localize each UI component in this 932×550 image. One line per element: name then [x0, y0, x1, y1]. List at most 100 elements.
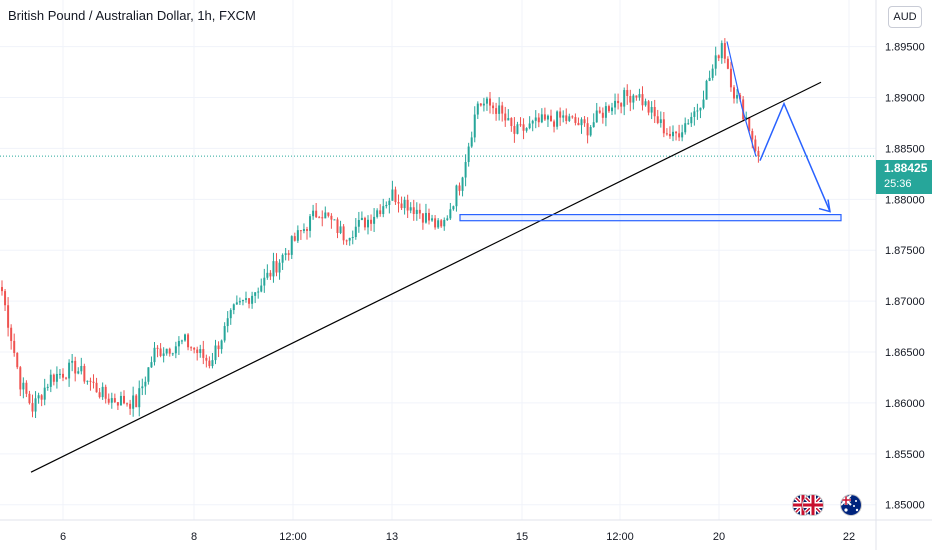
- support-zone-rect: [459, 214, 842, 222]
- candle-body: [16, 352, 19, 368]
- candle-body: [370, 219, 373, 224]
- candle-body: [400, 203, 403, 209]
- candle-body: [604, 106, 607, 118]
- candle-body: [690, 116, 693, 124]
- candle-body: [25, 382, 28, 394]
- candle-body: [717, 55, 720, 59]
- candle-body: [162, 353, 165, 356]
- candle-body: [540, 114, 543, 123]
- candle-body: [77, 371, 80, 374]
- candle-body: [559, 111, 562, 118]
- candle-body: [553, 121, 556, 127]
- candle-body: [4, 291, 7, 306]
- symbol-title[interactable]: British Pound / Australian Dollar, 1h, F…: [8, 8, 256, 23]
- candle-body: [623, 90, 626, 107]
- candle-body: [83, 365, 86, 382]
- candle-body: [55, 373, 58, 382]
- candle-body: [550, 115, 552, 122]
- candle-body: [40, 395, 43, 400]
- candle-body: [531, 120, 534, 124]
- candle-body: [382, 206, 385, 215]
- candle-body: [306, 229, 308, 231]
- candle-body: [482, 103, 485, 106]
- currency-button[interactable]: AUD: [888, 6, 922, 28]
- x-tick-label: 20: [713, 531, 725, 543]
- candle-body: [65, 377, 68, 379]
- candle-body: [138, 388, 141, 408]
- candle-body: [562, 115, 565, 118]
- candle-body: [492, 105, 495, 109]
- ascending-trendline: [30, 81, 822, 473]
- candle-body: [299, 230, 302, 232]
- candle-body: [208, 360, 211, 367]
- candle-body: [757, 150, 760, 157]
- candle-body: [391, 189, 394, 201]
- candle-body: [113, 398, 116, 403]
- candle-body: [668, 134, 671, 137]
- candle-body: [129, 403, 132, 409]
- candle-body: [519, 124, 522, 126]
- candle-body: [537, 117, 540, 123]
- candle-body: [696, 110, 699, 112]
- candle-body: [522, 124, 525, 131]
- candle-body: [394, 189, 397, 203]
- candle-body: [10, 327, 13, 341]
- candle-body: [330, 215, 333, 220]
- candle-body: [681, 132, 684, 138]
- candle-body: [373, 216, 376, 224]
- candle-body: [171, 353, 174, 355]
- australia-flag-icon[interactable]: [840, 494, 862, 516]
- last-price-value: 1.88425: [884, 161, 928, 175]
- candle-body: [543, 114, 546, 120]
- candle-body: [360, 217, 363, 221]
- candle-body: [714, 55, 717, 69]
- candle-body: [168, 348, 171, 354]
- projection-lead-in: [726, 41, 757, 157]
- y-tick-label: 1.89000: [885, 93, 925, 105]
- candle-body: [601, 112, 604, 118]
- candle-body: [190, 347, 193, 349]
- candle-body: [309, 216, 312, 231]
- candle-body: [635, 95, 638, 98]
- y-tick-label: 1.87500: [885, 245, 925, 257]
- candle-body: [574, 117, 577, 123]
- candle-body: [98, 392, 101, 398]
- x-tick-label: 15: [516, 531, 528, 543]
- candle-body: [235, 302, 238, 305]
- x-tick-label: 6: [60, 531, 66, 543]
- candle-body: [440, 220, 443, 227]
- candle-body: [751, 131, 754, 140]
- x-tick-label: 22: [843, 531, 855, 543]
- candle-body: [68, 362, 71, 379]
- candle-body: [431, 218, 434, 221]
- candle-body: [678, 133, 681, 138]
- candle-body: [461, 177, 464, 191]
- candle-body: [659, 119, 662, 123]
- candle-body: [476, 103, 479, 115]
- candle-body: [705, 80, 708, 100]
- candle-body: [342, 226, 345, 241]
- candle-body: [510, 118, 513, 127]
- candle-body: [726, 58, 729, 69]
- uk-flag-icon[interactable]: [802, 494, 824, 516]
- candle-body: [424, 212, 427, 223]
- candle-body: [446, 218, 449, 220]
- candle-body: [193, 347, 196, 350]
- candle-body: [89, 380, 92, 382]
- candle-body: [473, 114, 476, 138]
- candle-body: [437, 220, 440, 228]
- candle-body: [226, 318, 229, 327]
- candle-body: [458, 185, 461, 191]
- candle-body: [729, 68, 732, 88]
- candle-body: [333, 219, 336, 221]
- candle-body: [7, 305, 10, 328]
- candle-body: [641, 94, 644, 106]
- candle-body: [46, 386, 49, 388]
- candle-body: [376, 210, 379, 217]
- projection-path: [759, 101, 831, 212]
- candle-body: [638, 94, 641, 98]
- candle-body: [217, 345, 220, 350]
- drawings[interactable]: [0, 41, 876, 473]
- candle-body: [107, 398, 110, 403]
